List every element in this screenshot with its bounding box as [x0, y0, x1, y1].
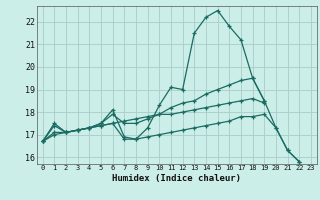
X-axis label: Humidex (Indice chaleur): Humidex (Indice chaleur) — [112, 174, 241, 183]
